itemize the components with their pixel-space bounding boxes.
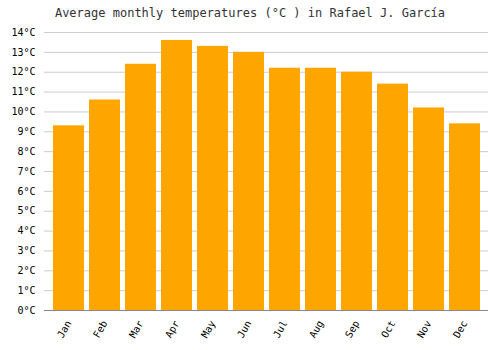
svg-text:Apr: Apr (163, 319, 182, 340)
svg-text:9°C: 9°C (17, 126, 35, 137)
svg-text:11°C: 11°C (11, 86, 35, 97)
svg-text:Feb: Feb (91, 319, 110, 340)
svg-text:0°C: 0°C (17, 305, 35, 316)
svg-text:Sep: Sep (343, 319, 362, 340)
svg-text:Jun: Jun (235, 319, 254, 340)
svg-text:14°C: 14°C (11, 27, 35, 38)
svg-text:Oct: Oct (379, 319, 398, 340)
svg-text:3°C: 3°C (17, 245, 35, 256)
svg-text:10°C: 10°C (11, 106, 35, 117)
svg-text:6°C: 6°C (17, 186, 35, 197)
svg-text:2°C: 2°C (17, 265, 35, 276)
svg-text:1°C: 1°C (17, 285, 35, 296)
svg-text:Jul: Jul (271, 319, 290, 340)
svg-text:8°C: 8°C (17, 146, 35, 157)
svg-text:Nov: Nov (415, 319, 434, 340)
svg-text:May: May (199, 319, 218, 340)
svg-text:7°C: 7°C (17, 166, 35, 177)
svg-text:5°C: 5°C (17, 205, 35, 216)
svg-text:Aug: Aug (307, 319, 326, 340)
svg-text:12°C: 12°C (11, 66, 35, 77)
svg-text:Jan: Jan (55, 319, 74, 340)
svg-text:13°C: 13°C (11, 47, 35, 58)
svg-text:Dec: Dec (451, 319, 470, 340)
svg-text:Mar: Mar (127, 319, 146, 340)
svg-text:4°C: 4°C (17, 225, 35, 236)
html-text:Average monthly temperatures (: Average monthly temperatures (°C ) in Ra… (54, 6, 446, 20)
